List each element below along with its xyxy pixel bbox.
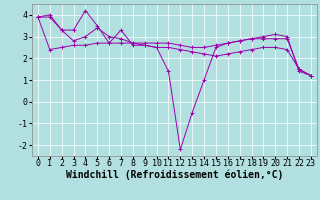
X-axis label: Windchill (Refroidissement éolien,°C): Windchill (Refroidissement éolien,°C) bbox=[66, 170, 283, 180]
